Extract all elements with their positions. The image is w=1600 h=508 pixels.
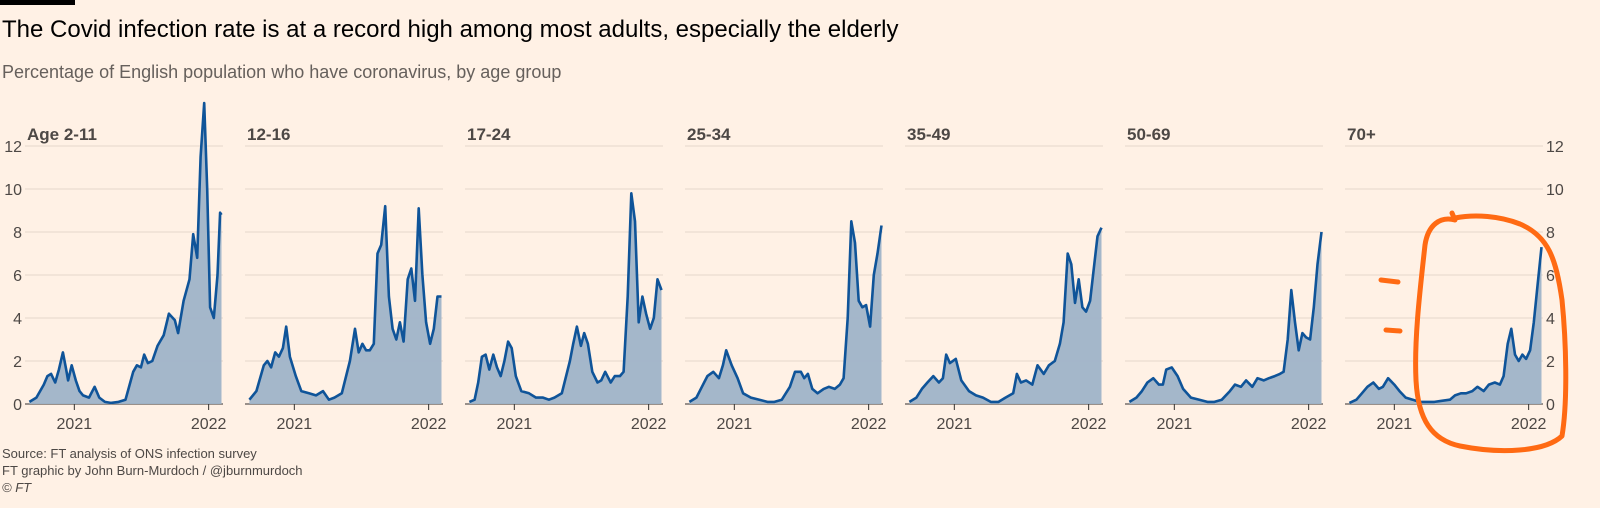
x-tick-label: 2022 (851, 416, 887, 433)
series-area (689, 221, 882, 404)
x-tick-label: 2021 (497, 416, 533, 433)
x-tick-label: 2022 (1511, 416, 1547, 433)
y-tick-label-right: 6 (1546, 268, 1555, 285)
source-note: Source: FT analysis of ONS infection sur… (2, 446, 257, 461)
y-tick-label-left: 12 (4, 139, 22, 156)
annotation-dash-lower (1383, 327, 1403, 334)
series-line (468, 192, 663, 404)
panel-label: 50-69 (1127, 125, 1170, 144)
series-area (469, 193, 662, 404)
x-tick-label: 2021 (717, 416, 753, 433)
x-tick-label: 2021 (57, 416, 93, 433)
x-tick-label: 2022 (411, 416, 447, 433)
chart-title: The Covid infection rate is at a record … (2, 16, 899, 43)
x-tick-label: 2022 (1291, 416, 1327, 433)
series-area (249, 206, 442, 404)
y-tick-label-right: 4 (1546, 311, 1555, 328)
y-tick-label-right: 10 (1546, 182, 1564, 199)
series-line (1128, 231, 1323, 404)
series-line (248, 204, 442, 401)
series-line (688, 220, 883, 404)
x-tick-label: 2021 (277, 416, 313, 433)
panel-label: Age 2-11 (27, 125, 97, 144)
x-tick-label: 2021 (937, 416, 973, 433)
panel-label: 35-49 (907, 125, 950, 144)
y-tick-label-right: 0 (1546, 397, 1555, 414)
panel-label: 25-34 (687, 125, 731, 144)
y-tick-label-left: 10 (4, 182, 22, 199)
x-tick-label: 2021 (1157, 416, 1193, 433)
credit-note: FT graphic by John Burn-Murdoch / @jburn… (2, 463, 303, 478)
series-line (1348, 246, 1543, 405)
series-area (909, 227, 1102, 404)
panel-label: 17-24 (467, 125, 511, 144)
y-tick-label-right: 2 (1546, 354, 1555, 371)
y-tick-label-left: 2 (13, 354, 22, 371)
panel-label: 70+ (1347, 125, 1376, 144)
annotation-circle (1413, 210, 1569, 454)
series-line (908, 227, 1103, 404)
panel-label: 12-16 (247, 125, 290, 144)
y-tick-label-left: 8 (13, 225, 22, 242)
y-tick-label-left: 6 (13, 268, 22, 285)
x-tick-label: 2022 (631, 416, 667, 433)
ft-top-bar (0, 0, 75, 5)
series-area (29, 103, 222, 404)
x-tick-label: 2022 (191, 416, 227, 433)
series-area (1129, 232, 1322, 404)
copyright-note: © FT (2, 480, 32, 495)
annotation-dash-upper (1378, 277, 1401, 285)
x-tick-label: 2021 (1377, 416, 1413, 433)
y-tick-label-right: 8 (1546, 225, 1555, 242)
y-tick-label-right: 12 (1546, 139, 1564, 156)
series-area (1349, 247, 1542, 404)
x-tick-label: 2022 (1071, 416, 1107, 433)
y-tick-label-left: 0 (13, 397, 22, 414)
series-line (28, 101, 223, 405)
chart-subtitle: Percentage of English population who hav… (2, 62, 562, 82)
y-tick-label-left: 4 (13, 311, 22, 328)
